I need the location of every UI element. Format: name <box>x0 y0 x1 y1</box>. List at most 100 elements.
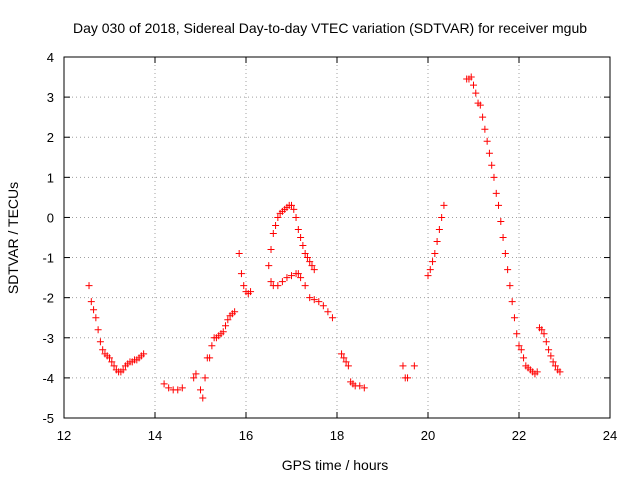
data-point <box>440 201 448 209</box>
data-point <box>324 308 332 316</box>
data-point <box>545 346 553 354</box>
x-tick-label: 12 <box>57 428 71 443</box>
data-point <box>499 234 507 241</box>
data-point <box>267 246 275 254</box>
data-point <box>517 346 525 354</box>
data-point <box>274 282 282 290</box>
data-point <box>174 386 182 394</box>
data-point <box>108 358 116 366</box>
data-point <box>429 258 437 266</box>
data-point <box>267 278 275 286</box>
data-point <box>424 272 432 280</box>
data-point <box>290 205 298 213</box>
data-point <box>306 294 314 302</box>
y-tick-label: 3 <box>47 90 54 105</box>
chart-title: Day 030 of 2018, Sidereal Day-to-day VTE… <box>73 20 587 36</box>
data-point <box>301 250 309 258</box>
y-tick-label: -5 <box>42 411 54 426</box>
data-point <box>540 330 548 338</box>
data-point <box>278 278 286 286</box>
data-point <box>426 266 434 274</box>
y-tick-label: 2 <box>47 130 54 145</box>
data-point <box>481 125 489 133</box>
data-point <box>272 221 280 229</box>
data-point <box>338 350 346 358</box>
x-tick-label: 22 <box>512 428 526 443</box>
data-point <box>231 308 239 316</box>
data-point <box>438 213 446 221</box>
y-tick-label: -2 <box>42 291 54 306</box>
data-point <box>247 288 255 296</box>
data-point <box>508 298 516 306</box>
y-tick-label: 4 <box>47 50 54 65</box>
data-point <box>192 370 200 378</box>
data-point <box>404 374 412 382</box>
data-point <box>513 330 521 338</box>
data-point <box>435 225 443 233</box>
data-point <box>165 384 173 392</box>
data-point <box>240 282 248 290</box>
data-point <box>340 354 348 362</box>
data-point <box>208 342 216 350</box>
data-point <box>294 225 302 233</box>
data-point <box>319 302 327 310</box>
data-point <box>206 354 214 362</box>
x-tick-label: 14 <box>148 428 162 443</box>
y-tick-label: 1 <box>47 170 54 185</box>
data-point <box>492 189 500 197</box>
data-point <box>99 346 107 354</box>
data-point <box>501 250 509 258</box>
data-point <box>344 362 352 370</box>
data-point <box>356 382 364 390</box>
data-point <box>490 173 498 181</box>
data-point <box>85 282 93 290</box>
data-point <box>269 229 277 237</box>
data-point <box>294 270 302 278</box>
data-point <box>199 394 207 402</box>
data-point <box>549 358 557 366</box>
data-point <box>299 242 307 250</box>
data-point <box>542 338 550 346</box>
data-point <box>342 358 350 366</box>
data-point <box>479 113 487 121</box>
data-point <box>87 298 95 306</box>
data-point <box>310 266 318 274</box>
data-point <box>360 384 368 392</box>
data-point <box>556 368 564 376</box>
data-point <box>140 350 148 358</box>
data-point <box>288 201 295 209</box>
y-tick-label: -3 <box>42 331 54 346</box>
data-point <box>306 258 314 266</box>
data-point <box>310 296 318 304</box>
data-point <box>265 262 273 270</box>
data-point <box>201 374 209 382</box>
y-axis-label: SDTVAR / TECUs <box>5 182 21 294</box>
data-point <box>219 328 227 336</box>
data-point <box>237 270 245 278</box>
data-point <box>197 386 204 394</box>
data-point <box>90 306 98 314</box>
y-tick-label: -4 <box>42 371 54 386</box>
data-point <box>551 362 559 370</box>
data-points <box>85 73 564 402</box>
data-point <box>470 81 477 89</box>
data-point <box>467 73 475 81</box>
data-point <box>288 272 295 280</box>
data-point <box>190 374 198 382</box>
data-point <box>506 282 514 290</box>
data-point <box>283 274 291 282</box>
data-point <box>488 161 496 169</box>
data-point <box>110 362 118 370</box>
data-point <box>399 362 407 370</box>
data-point <box>119 366 127 374</box>
data-point <box>301 282 309 290</box>
data-point <box>315 298 323 306</box>
y-tick-label: 0 <box>47 210 54 225</box>
data-point <box>94 326 102 334</box>
data-point <box>533 368 541 376</box>
data-point <box>520 354 528 362</box>
data-point <box>410 362 418 370</box>
data-point <box>483 137 491 145</box>
